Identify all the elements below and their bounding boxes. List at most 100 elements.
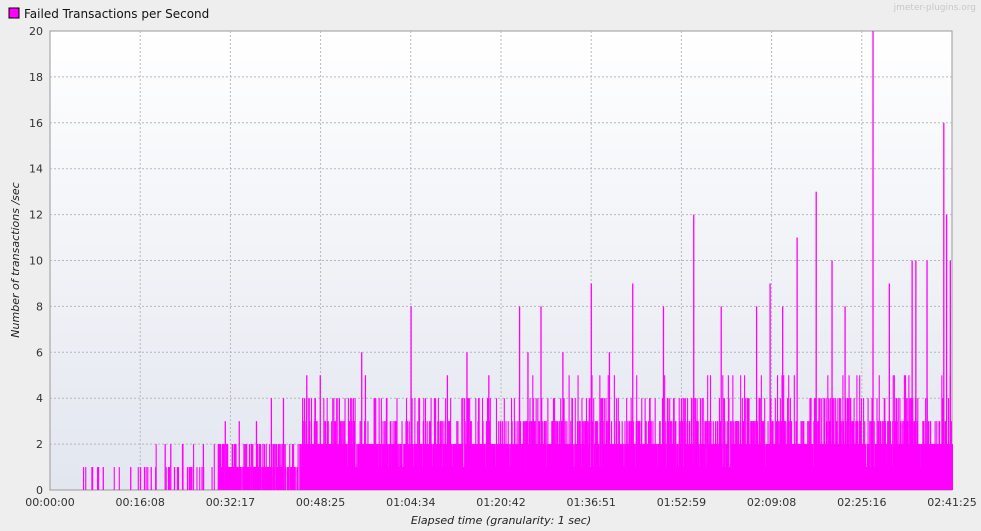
bar [885,444,887,490]
bar [169,467,171,490]
bar [639,444,641,490]
bar [622,467,624,490]
bar [870,467,872,490]
bar [287,467,289,490]
bar [860,421,862,490]
bar [559,444,561,490]
bar [165,467,167,490]
bar [859,421,861,490]
bar [459,444,461,490]
bar [905,398,907,490]
bar [528,421,530,490]
bar [561,421,563,490]
bar [307,444,309,490]
bar [746,398,748,490]
bar [305,421,307,490]
bar [756,421,758,490]
bar [633,444,635,490]
bar [547,398,549,490]
bar [620,444,622,490]
bar [676,444,679,490]
bar [367,421,369,490]
bar [645,421,647,490]
bar [932,444,934,490]
bar [315,444,317,490]
bar [697,421,699,490]
bar [324,421,327,490]
bar [257,467,259,490]
bar [489,398,491,490]
bar [642,444,644,490]
bar [545,421,547,490]
x-tick-label: 01:52:59 [657,496,706,509]
bar [917,398,919,490]
bar [430,398,432,490]
bar [894,421,896,490]
bar [703,444,705,490]
bar [418,398,420,490]
bar [505,421,507,490]
bar [82,467,85,490]
bar [347,467,349,490]
bar [500,444,503,490]
bar [578,444,580,490]
bar [754,421,756,490]
bar [627,444,629,490]
bar [839,421,841,490]
bar [851,421,853,490]
bar [931,444,933,490]
bar [460,444,462,490]
bar [539,444,541,490]
bar [395,421,397,490]
bar [411,398,413,490]
bar [334,421,337,490]
bar [237,467,239,490]
bar [856,421,859,490]
bar [843,444,845,490]
bar-peak [182,444,184,490]
bar [887,421,889,490]
bar [316,421,318,490]
bar [637,421,639,490]
bar [458,444,460,490]
bar [585,421,587,490]
bar [837,398,839,490]
bar [788,375,790,490]
bar [364,421,366,490]
bar [465,444,467,490]
bar [344,398,346,490]
bar [394,421,396,490]
bar [939,421,941,490]
bar [313,421,315,490]
bar [456,444,458,490]
bar [475,398,477,490]
bar [852,421,854,490]
bar [669,421,671,490]
bar [423,398,425,490]
bar [708,421,710,490]
bar [717,444,719,490]
bar [673,398,675,490]
bar-peak [173,467,176,490]
bar [509,467,511,490]
bar [369,444,371,490]
bar [251,444,253,490]
bar [573,444,575,490]
bar [718,444,720,490]
bar [177,467,180,490]
bar [739,421,741,490]
bar [847,444,850,490]
bar [451,444,453,490]
bar [668,444,670,490]
bar-peak [386,398,388,490]
bar [742,421,745,490]
bar [260,444,262,490]
bar [846,444,848,490]
bar [848,375,850,490]
bar [348,421,350,490]
bar [479,444,481,490]
bar [624,421,626,490]
bar [235,444,237,490]
bar [576,421,579,490]
bar [728,398,730,490]
